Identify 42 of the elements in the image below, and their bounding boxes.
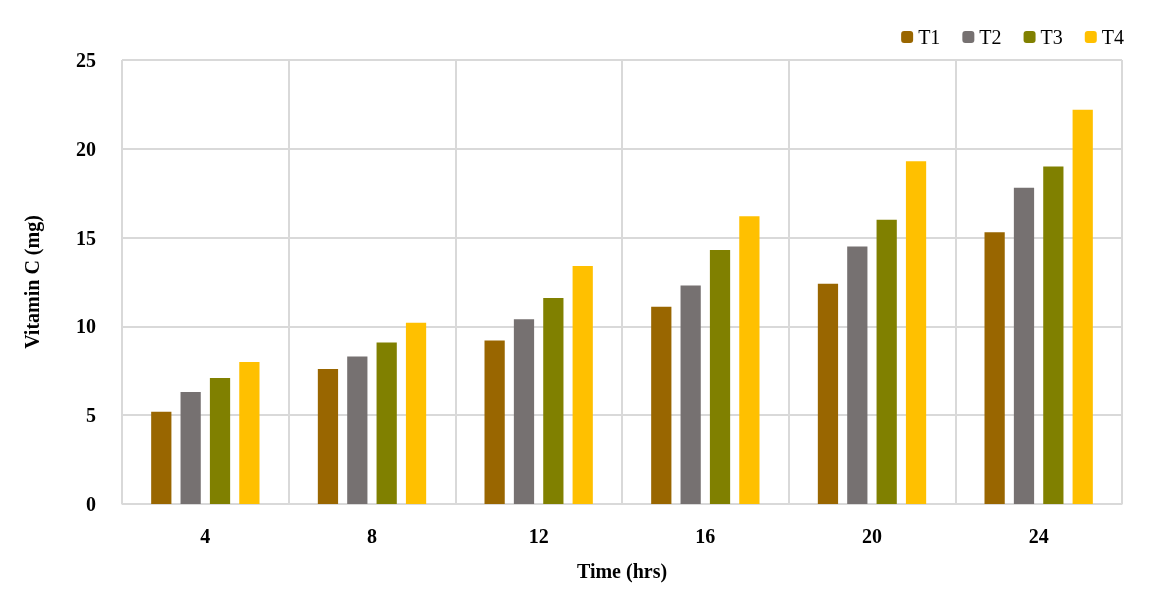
bar [572, 266, 593, 504]
bar [709, 250, 731, 504]
x-tick-label: 8 [367, 525, 377, 547]
bar [1072, 109, 1093, 504]
x-tick-label: 16 [695, 525, 716, 547]
bar [876, 219, 897, 504]
legend-label: T2 [979, 26, 1002, 48]
x-tick-label: 24 [1028, 525, 1049, 547]
bar [347, 356, 368, 504]
y-axis-title: Vitamin C (mg) [21, 215, 44, 349]
y-tick-label: 20 [76, 137, 96, 160]
bar [151, 411, 172, 504]
bar [239, 361, 260, 504]
y-tick-label: 15 [76, 226, 96, 249]
bar [680, 285, 701, 504]
x-axis-title: Time (hrs) [576, 560, 668, 583]
bar [209, 377, 231, 504]
bar [847, 246, 868, 504]
bar [317, 369, 339, 504]
bar [905, 161, 927, 504]
x-tick-label: 20 [862, 525, 882, 547]
legend-label: T4 [1101, 26, 1124, 48]
x-tick-label: 4 [200, 525, 211, 547]
bar [1013, 187, 1035, 504]
bar [651, 306, 672, 504]
bar [543, 297, 564, 504]
bar [484, 340, 505, 504]
bar [817, 283, 839, 504]
bar [180, 392, 201, 504]
bar [739, 216, 760, 504]
legend-label: T3 [1040, 26, 1063, 48]
bar [984, 232, 1005, 504]
legend-label: T1 [918, 26, 941, 48]
x-tick-label: 12 [528, 525, 549, 547]
y-tick-label: 5 [86, 404, 96, 427]
y-tick-label: 10 [76, 315, 96, 338]
y-tick-label: 25 [76, 49, 96, 71]
bar [513, 319, 535, 504]
bar [405, 322, 427, 504]
bar [376, 342, 397, 504]
bar [1043, 166, 1064, 504]
y-tick-label: 0 [86, 493, 96, 515]
